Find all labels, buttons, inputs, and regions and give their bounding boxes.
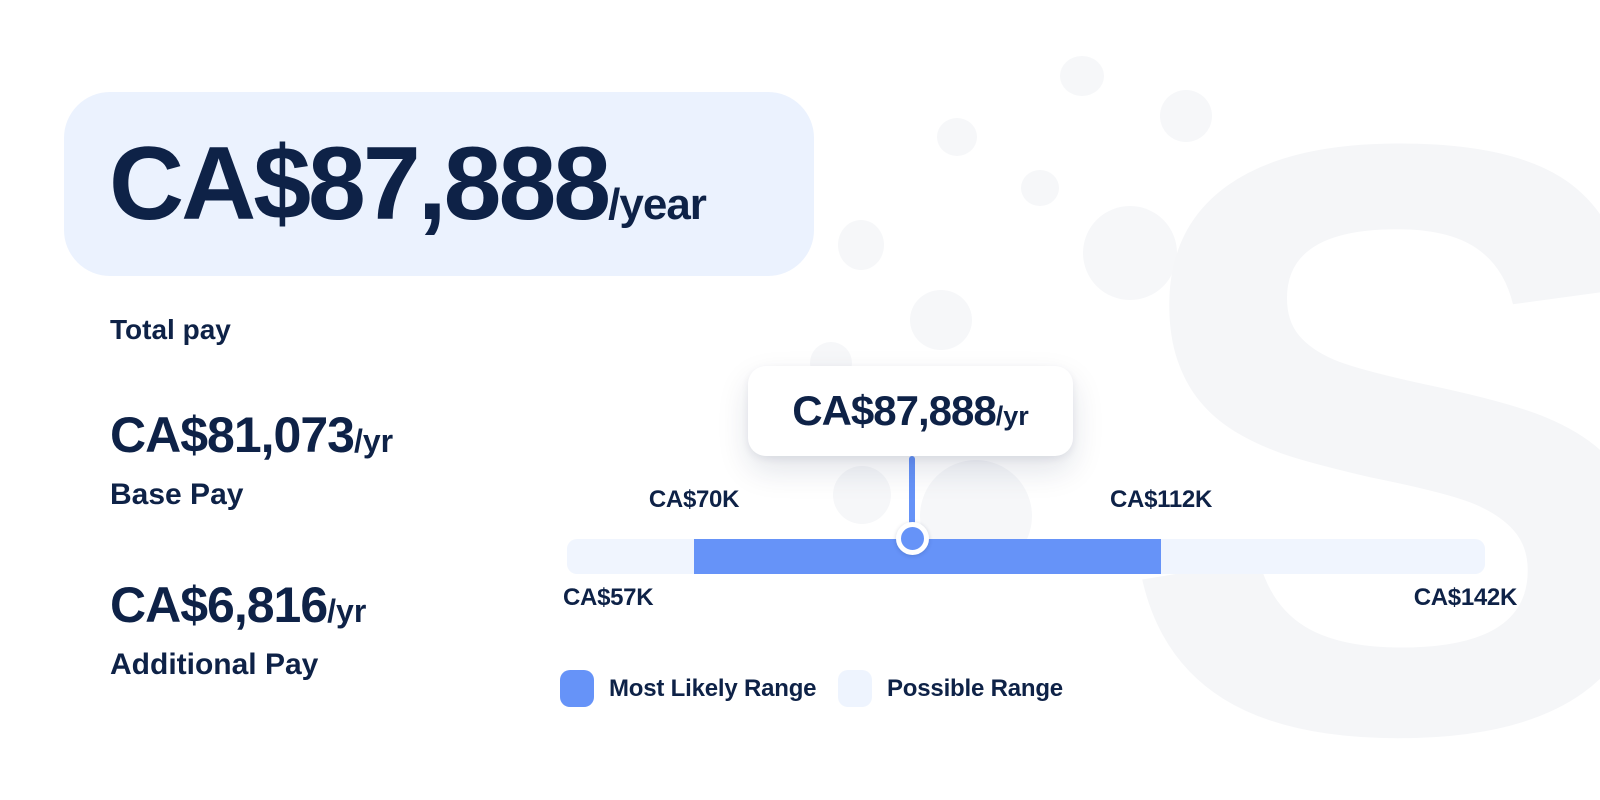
base-pay-period: /yr: [353, 423, 394, 459]
total-pay-amount: CA$87,888: [109, 125, 611, 242]
base-pay-block: CA$81,073/yr Base Pay: [110, 406, 393, 512]
possible-range-legend-label: Possible Range: [887, 674, 1063, 702]
most-likely-range-legend-label: Most Likely Range: [609, 674, 817, 702]
possible-range-swatch: [838, 670, 872, 707]
estimate-tooltip: CA$87,888/yr: [748, 366, 1073, 456]
watermark-dot: [937, 118, 977, 156]
most-likely-range-swatch: [560, 670, 594, 707]
possible-min-label: CA$57K: [563, 584, 654, 611]
base-pay-value: CA$81,073/yr: [110, 406, 393, 464]
additional-pay-period: /yr: [327, 593, 367, 629]
total-pay-period: /year: [608, 179, 707, 229]
tooltip-period: /yr: [995, 401, 1029, 431]
watermark-dot: [910, 290, 972, 350]
base-pay-amount: CA$81,073: [110, 407, 355, 463]
possible-max-label: CA$142K: [1413, 584, 1518, 611]
watermark-dot: [1060, 56, 1104, 96]
additional-pay-value: CA$6,816/yr: [110, 576, 366, 634]
possible-range-track: [567, 539, 1485, 574]
legend-item-most-likely: Most Likely Range: [560, 670, 817, 707]
most-likely-min-label: CA$70K: [648, 486, 740, 513]
estimate-tooltip-text: CA$87,888/yr: [792, 387, 1029, 435]
watermark-dot: [1021, 170, 1059, 206]
total-pay-headline-card: CA$87,888/year: [64, 92, 814, 276]
watermark-letter: S: [1118, 0, 1600, 800]
additional-pay-block: CA$6,816/yr Additional Pay: [110, 576, 366, 682]
watermark-dot: [838, 220, 884, 270]
tooltip-stem-line: [909, 456, 915, 528]
total-pay-label: Total pay: [110, 314, 231, 345]
additional-pay-label: Additional Pay: [110, 648, 319, 681]
tooltip-amount: CA$87,888: [792, 387, 996, 434]
total-pay-headline-text: CA$87,888/year: [109, 125, 707, 244]
additional-pay-amount: CA$6,816: [110, 577, 328, 633]
legend-item-possible: Possible Range: [838, 670, 1063, 707]
base-pay-label: Base Pay: [110, 478, 244, 511]
watermark-dot: [833, 466, 891, 524]
most-likely-max-label: CA$112K: [1110, 486, 1212, 513]
estimate-marker: [896, 522, 929, 555]
watermark-dot: [1160, 90, 1212, 142]
watermark-dot: [1083, 206, 1177, 300]
